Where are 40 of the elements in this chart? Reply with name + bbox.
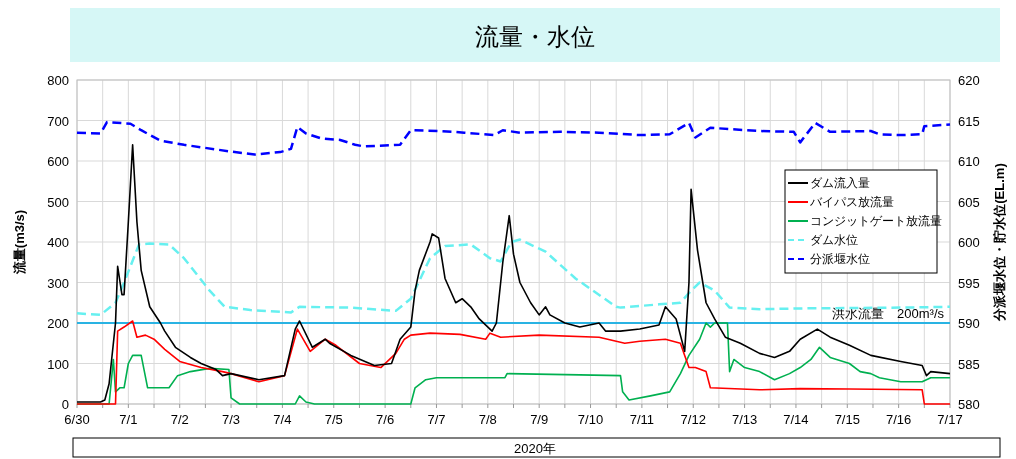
x-tick-label: 7/16 [885,412,912,427]
x-tick-label: 7/13 [731,412,758,427]
y-tick-label: 200 [47,316,69,331]
x-tick-label: 7/11 [629,412,655,427]
y2-tick-label: 605 [958,194,980,210]
chart-title: 流量・水位 [475,23,595,50]
x-tick-label: 7/15 [834,412,860,427]
y-tick-label: 700 [47,113,69,129]
x-tick-label: 7/4 [273,412,292,427]
x-tick-label: 7/9 [530,412,549,427]
y-tick-label: 600 [47,154,69,169]
y2-tick-label: 595 [958,275,980,291]
y2-tick-label: 590 [958,316,980,331]
x-tick-label: 7/12 [680,412,706,427]
y2-axis-title: 分派堰水位・貯水位(EL.m) [992,163,1007,322]
y2-tick-label: 610 [958,154,980,169]
y-axis-title: 流量(m3/s) [12,209,27,276]
x-tick-label: 7/14 [783,412,809,427]
y-tick-label: 400 [47,235,69,250]
x-axis-title: 2020年 [514,441,556,456]
x-tick-label: 6/30 [64,412,90,427]
y-tick-label: 0 [61,397,69,412]
x-tick-label: 7/5 [324,412,343,427]
x-tick-label: 7/17 [937,412,963,427]
x-tick-label: 7/10 [577,412,604,427]
x-tick-label: 7/2 [170,412,189,427]
y-tick-label: 300 [47,275,69,291]
y-tick-label: 100 [47,356,69,372]
y2-tick-label: 600 [958,235,980,250]
y-tick-label: 500 [47,194,69,210]
x-tick-label: 7/3 [222,412,241,427]
x-tick-label: 7/7 [427,412,446,427]
y2-tick-label: 580 [958,397,980,412]
y2-tick-label: 615 [958,113,980,129]
x-tick-label: 7/1 [119,412,138,427]
x-tick-label: 7/8 [478,412,497,427]
y-tick-label: 800 [47,73,69,88]
y2-tick-label: 620 [958,73,980,88]
y2-tick-label: 585 [958,356,980,372]
x-tick-label: 7/6 [376,412,395,427]
